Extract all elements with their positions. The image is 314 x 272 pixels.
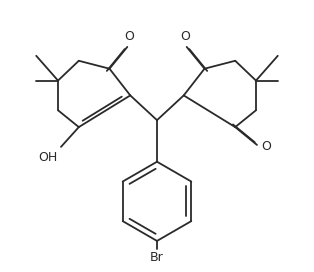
Text: OH: OH [38, 151, 57, 164]
Text: O: O [124, 30, 134, 43]
Text: Br: Br [150, 251, 164, 264]
Text: O: O [261, 140, 271, 153]
Text: O: O [180, 30, 190, 43]
